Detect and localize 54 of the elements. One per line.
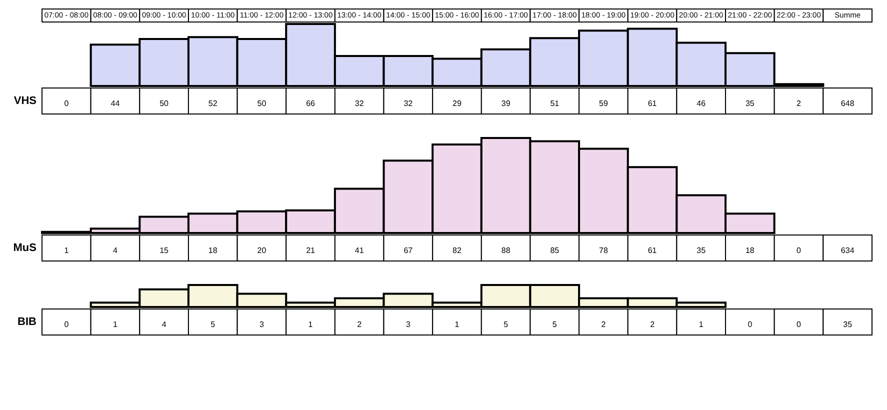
data-label: 50 <box>257 99 267 108</box>
y-axis-title: VHS <box>14 95 36 107</box>
text: 634 <box>840 246 854 255</box>
data-label: 29 <box>452 99 462 108</box>
data-label: 66 <box>306 99 316 108</box>
data-label: 18 <box>745 246 755 255</box>
data-label: 51 <box>550 99 560 108</box>
data-label: 50 <box>160 99 170 108</box>
data-label: 3 <box>259 320 264 329</box>
data-label: 46 <box>696 99 706 108</box>
data-label: 18 <box>208 246 218 255</box>
data-label: 35 <box>696 246 706 255</box>
data-label: 59 <box>599 99 608 108</box>
data-label: 52 <box>208 99 218 108</box>
data-label: 0 <box>748 320 753 329</box>
data-label: 2 <box>796 99 802 108</box>
data-label: 1 <box>698 320 704 329</box>
data-label: 21 <box>306 246 316 255</box>
data-label: 1 <box>113 320 118 329</box>
data-label: 1 <box>454 320 460 329</box>
data-label: 32 <box>354 99 364 108</box>
data-label: 2 <box>601 320 606 329</box>
data-label: 15 <box>160 246 170 255</box>
data-label: 4 <box>162 320 167 329</box>
data-label: 1 <box>308 320 314 329</box>
data-label: 5 <box>210 320 216 329</box>
text: 648 <box>840 99 854 108</box>
data-label: 5 <box>504 320 509 329</box>
data-label: 0 <box>796 246 802 255</box>
data-label: 61 <box>648 246 658 255</box>
data-label: 35 <box>745 99 755 108</box>
data-label: 39 <box>501 99 511 108</box>
data-label: 41 <box>354 246 364 255</box>
data-label: 5 <box>552 320 558 329</box>
data-label: 4 <box>113 246 118 255</box>
data-label: 0 <box>64 99 70 108</box>
data-label: 88 <box>501 246 511 255</box>
data-label: 0 <box>64 320 70 329</box>
y-axis-title: MuS <box>13 242 36 254</box>
data-label: 61 <box>648 99 658 108</box>
text: 35 <box>843 320 852 329</box>
data-label: 78 <box>599 246 608 255</box>
data-label: 82 <box>452 246 462 255</box>
data-label: 2 <box>357 320 362 329</box>
y-axis-title: BIB <box>18 316 37 328</box>
data-label: 32 <box>404 99 414 108</box>
data-label: 3 <box>406 320 411 329</box>
data-label: 85 <box>550 246 560 255</box>
data-label: 20 <box>257 246 267 255</box>
data-label: 0 <box>796 320 802 329</box>
data-label: 67 <box>404 246 414 255</box>
data-label: 1 <box>64 246 70 255</box>
data-label: 44 <box>110 99 120 108</box>
data-label: 2 <box>650 320 656 329</box>
